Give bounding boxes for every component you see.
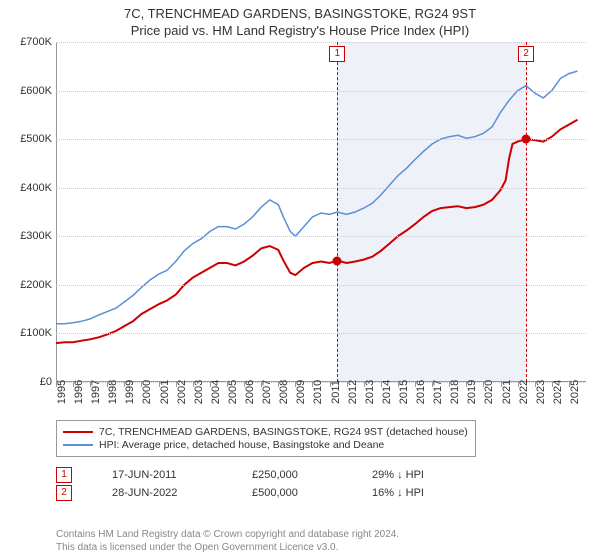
x-axis-label: 1997	[90, 380, 102, 404]
y-axis-label: £300K	[0, 230, 52, 242]
y-axis-label: £200K	[0, 279, 52, 291]
y-gridline	[56, 236, 586, 237]
chart-title: 7C, TRENCHMEAD GARDENS, BASINGSTOKE, RG2…	[0, 0, 600, 21]
x-axis-label: 2011	[330, 380, 342, 404]
sale-marker-line	[337, 42, 338, 382]
sale-row-badge: 2	[56, 485, 72, 501]
x-axis-label: 2020	[483, 380, 495, 404]
sale-delta-hpi: 16% ↓ HPI	[372, 487, 424, 499]
y-axis-label: £0	[0, 376, 52, 388]
sale-delta-hpi: 29% ↓ HPI	[372, 469, 424, 481]
x-axis-label: 2000	[141, 380, 153, 404]
y-axis-label: £700K	[0, 36, 52, 48]
y-axis-label: £600K	[0, 85, 52, 97]
x-axis-label: 2007	[261, 380, 273, 404]
x-axis-label: 2025	[569, 380, 581, 404]
y-axis-label: £100K	[0, 327, 52, 339]
legend-row: HPI: Average price, detached house, Basi…	[63, 439, 469, 451]
y-gridline	[56, 139, 586, 140]
x-axis-label: 2015	[398, 380, 410, 404]
series-line	[56, 120, 578, 343]
x-axis-label: 2023	[535, 380, 547, 404]
x-axis-label: 2013	[364, 380, 376, 404]
x-axis-label: 2004	[210, 380, 222, 404]
y-gridline	[56, 333, 586, 334]
sale-row: 1 17-JUN-2011 £250,000 29% ↓ HPI	[56, 467, 576, 483]
price-chart-container: { "title_line1": "7C, TRENCHMEAD GARDENS…	[0, 0, 600, 560]
legend-label: HPI: Average price, detached house, Basi…	[99, 439, 384, 451]
x-axis-label: 2001	[159, 380, 171, 404]
footer-line2: This data is licensed under the Open Gov…	[56, 541, 576, 554]
x-axis-label: 2022	[518, 380, 530, 404]
sale-row-badge: 1	[56, 467, 72, 483]
x-axis-label: 2018	[449, 380, 461, 404]
y-axis-label: £400K	[0, 182, 52, 194]
x-axis-label: 1998	[107, 380, 119, 404]
sale-price: £500,000	[252, 487, 332, 499]
x-axis-label: 2003	[193, 380, 205, 404]
chart-subtitle: Price paid vs. HM Land Registry's House …	[0, 21, 600, 38]
x-axis-label: 2009	[295, 380, 307, 404]
y-gridline	[56, 188, 586, 189]
sale-date: 28-JUN-2022	[112, 487, 212, 499]
x-axis-label: 2010	[312, 380, 324, 404]
x-axis-label: 1995	[56, 380, 68, 404]
x-axis-label: 2019	[466, 380, 478, 404]
legend-box: 7C, TRENCHMEAD GARDENS, BASINGSTOKE, RG2…	[56, 420, 476, 457]
x-axis-label: 1999	[124, 380, 136, 404]
y-axis-label: £500K	[0, 133, 52, 145]
legend-label: 7C, TRENCHMEAD GARDENS, BASINGSTOKE, RG2…	[99, 426, 468, 438]
y-gridline	[56, 91, 586, 92]
y-gridline	[56, 42, 586, 43]
sale-marker-dot	[521, 135, 530, 144]
legend-row: 7C, TRENCHMEAD GARDENS, BASINGSTOKE, RG2…	[63, 426, 469, 438]
sale-marker-dot	[333, 256, 342, 265]
line-series-svg	[56, 42, 586, 382]
sale-row: 2 28-JUN-2022 £500,000 16% ↓ HPI	[56, 485, 576, 501]
sale-date: 17-JUN-2011	[112, 469, 212, 481]
y-gridline	[56, 285, 586, 286]
sale-marker-badge: 2	[518, 46, 534, 62]
legend-swatch	[63, 431, 93, 433]
footer-line1: Contains HM Land Registry data © Crown c…	[56, 528, 576, 541]
x-axis-label: 2008	[278, 380, 290, 404]
sale-marker-line	[526, 42, 527, 382]
x-axis-label: 2014	[381, 380, 393, 404]
x-axis-label: 2017	[432, 380, 444, 404]
x-axis-label: 2002	[176, 380, 188, 404]
x-axis-label: 2005	[227, 380, 239, 404]
x-axis-label: 2024	[552, 380, 564, 404]
plot-area: 12	[56, 42, 586, 382]
x-axis-label: 1996	[73, 380, 85, 404]
x-axis-label: 2016	[415, 380, 427, 404]
sale-marker-badge: 1	[329, 46, 345, 62]
x-axis-label: 2012	[347, 380, 359, 404]
x-axis-label: 2006	[244, 380, 256, 404]
footer-attribution: Contains HM Land Registry data © Crown c…	[56, 528, 576, 554]
x-axis-label: 2021	[501, 380, 513, 404]
legend-swatch	[63, 444, 93, 446]
sales-table: 1 17-JUN-2011 £250,000 29% ↓ HPI 2 28-JUN-202…	[56, 465, 576, 503]
sale-price: £250,000	[252, 469, 332, 481]
chart-area: 12 £0£100K£200K£300K£400K£500K£600K£700K…	[0, 42, 600, 412]
